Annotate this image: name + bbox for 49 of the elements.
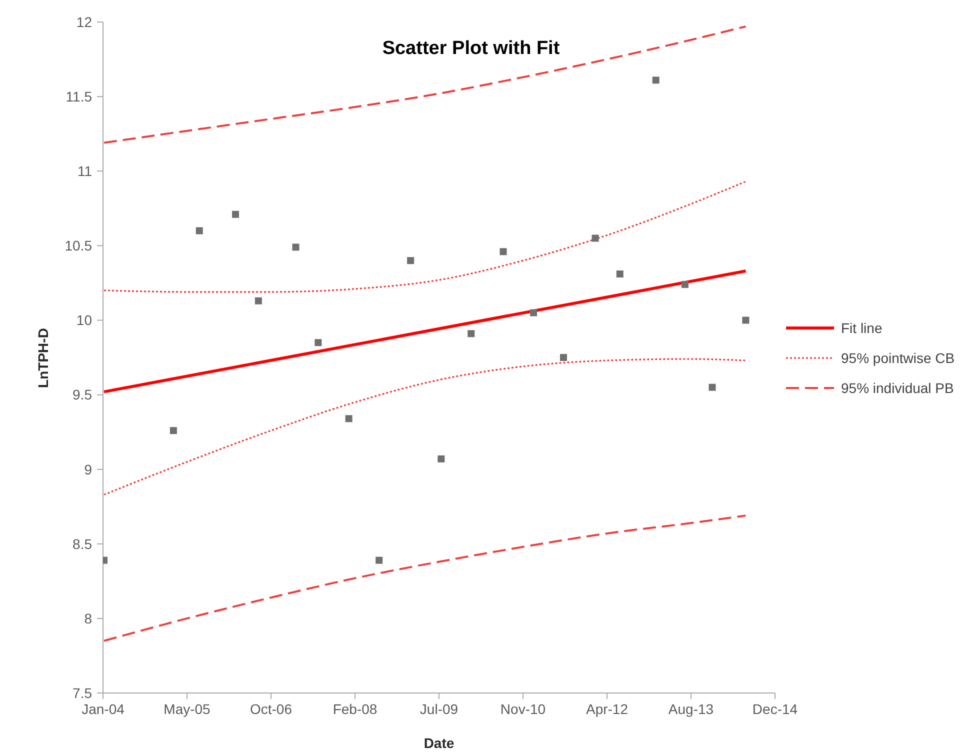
y-tick-label: 9 xyxy=(84,461,92,478)
x-tick-label: Dec-14 xyxy=(752,700,798,717)
line-series xyxy=(103,514,747,642)
point xyxy=(681,280,688,288)
legend-label: Fit line xyxy=(841,320,882,336)
point xyxy=(314,339,322,346)
line-series xyxy=(103,180,747,293)
y-tick-label: 12 xyxy=(76,14,92,30)
point xyxy=(592,234,599,242)
point xyxy=(708,384,716,391)
point xyxy=(438,455,445,462)
point xyxy=(500,248,507,256)
x-tick-label: Jan-04 xyxy=(82,700,125,717)
x-tick-label: Nov-10 xyxy=(500,700,546,717)
y-tick-label: 8.5 xyxy=(72,536,92,552)
point xyxy=(232,210,240,218)
legend-label: 95% individual PB xyxy=(841,380,954,396)
line-series xyxy=(103,25,747,144)
point xyxy=(376,556,383,564)
x-tick-label: Aug-13 xyxy=(668,700,714,717)
y-tick-label: 11 xyxy=(77,163,92,180)
point xyxy=(170,427,177,434)
x-tick-label: May-05 xyxy=(164,700,211,717)
x-tick-label: Apr-12 xyxy=(586,700,628,717)
point xyxy=(345,415,352,422)
point xyxy=(652,76,660,84)
x-tick-label: Oct-06 xyxy=(250,700,292,717)
point xyxy=(196,227,203,234)
x-tick-label: Jul-09 xyxy=(420,700,458,717)
point xyxy=(560,354,567,361)
point xyxy=(530,309,538,316)
y-tick-label: 11.5 xyxy=(66,88,92,105)
point xyxy=(742,316,750,324)
y-tick-label: 9.5 xyxy=(72,386,92,403)
legend-label: 95% pointwise CB xyxy=(841,350,955,366)
y-tick-label: 7.5 xyxy=(72,684,92,701)
point xyxy=(616,270,624,278)
point xyxy=(468,330,475,338)
point xyxy=(254,297,262,304)
x-tick-label: Feb-08 xyxy=(332,700,378,717)
point xyxy=(407,257,414,264)
x-axis-title: Date xyxy=(424,735,454,751)
y-tick-label: 8 xyxy=(84,610,92,626)
line-series xyxy=(103,358,747,496)
y-axis-title: LnTPH-D xyxy=(35,328,51,388)
text: Scatter Plot with Fit xyxy=(382,38,560,60)
point xyxy=(292,244,300,251)
y-tick-label: 10 xyxy=(76,312,92,328)
y-tick-label: 10.5 xyxy=(64,238,92,254)
